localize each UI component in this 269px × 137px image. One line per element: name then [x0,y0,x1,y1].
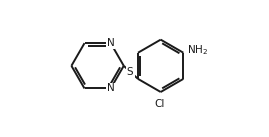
Text: S: S [127,67,133,77]
Text: Cl: Cl [154,99,165,109]
Text: N: N [107,83,115,93]
Text: N: N [107,38,115,48]
Text: NH$_2$: NH$_2$ [187,43,208,57]
